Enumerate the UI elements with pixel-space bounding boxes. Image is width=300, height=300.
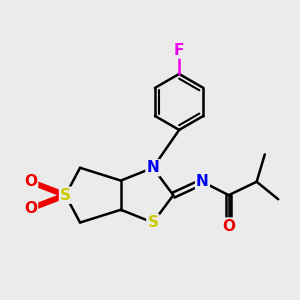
- Text: O: O: [24, 174, 37, 189]
- Text: N: N: [146, 160, 159, 175]
- Text: F: F: [174, 43, 184, 58]
- Text: S: S: [147, 215, 158, 230]
- Text: N: N: [196, 174, 209, 189]
- Text: O: O: [24, 201, 37, 216]
- Text: O: O: [222, 219, 235, 234]
- Text: S: S: [60, 188, 71, 203]
